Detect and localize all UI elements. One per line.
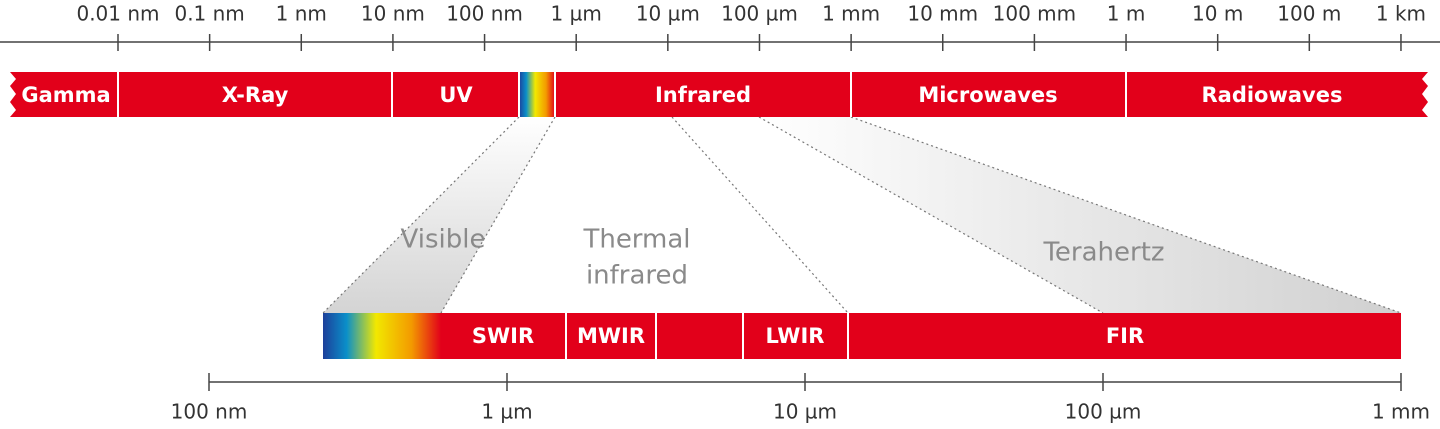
region-label: Terahertz (1042, 238, 1164, 268)
sub-band-label: SWIR (472, 324, 534, 348)
sub-band-label: FIR (1106, 324, 1144, 348)
tick-label: 100 m (1277, 2, 1341, 26)
tick-label: 10 nm (361, 2, 425, 26)
tick-label: 0.01 nm (76, 2, 159, 26)
tick-label: 100 nm (171, 400, 248, 424)
tick-label: 100 nm (446, 2, 523, 26)
visible-band (519, 72, 555, 117)
infrared-bar (441, 313, 1401, 359)
spectrum-bar (10, 72, 1428, 117)
visible-band (323, 313, 441, 359)
tick-label: 10 m (1192, 2, 1243, 26)
tick-label: 1 km (1376, 2, 1426, 26)
region-label: Visible (401, 225, 486, 255)
band-label: Gamma (21, 83, 110, 107)
tick-label: 1 mm (822, 2, 880, 26)
tick-label: 0.1 nm (174, 2, 244, 26)
sub-band-separators (565, 313, 849, 359)
band-label: Infrared (655, 83, 751, 107)
band-label: UV (439, 83, 473, 107)
tick-label: 1 mm (1372, 400, 1430, 424)
tick-label: 10 µm (773, 400, 837, 424)
tick-label: 1 m (1107, 2, 1146, 26)
band-label: Microwaves (918, 83, 1057, 107)
terahertz-funnel (759, 117, 1401, 313)
region-label: Thermal (582, 225, 690, 255)
band-label: Radiowaves (1201, 83, 1342, 107)
sub-band-label: LWIR (766, 324, 825, 348)
tick-label: 100 mm (993, 2, 1077, 26)
tick-label: 100 µm (1065, 400, 1142, 424)
band-label: X-Ray (222, 83, 289, 107)
tick-label: 10 µm (636, 2, 700, 26)
tick-label: 100 µm (721, 2, 798, 26)
region-label: infrared (586, 261, 688, 291)
zoom-lines (322, 116, 1402, 314)
tick-label: 10 mm (907, 2, 978, 26)
sub-band-label: MWIR (577, 324, 645, 348)
tick-label: 1 µm (481, 400, 532, 424)
tick-label: 1 nm (276, 2, 327, 26)
visible-funnel (323, 117, 555, 313)
tick-label: 1 µm (551, 2, 602, 26)
band-separators (117, 72, 1127, 117)
